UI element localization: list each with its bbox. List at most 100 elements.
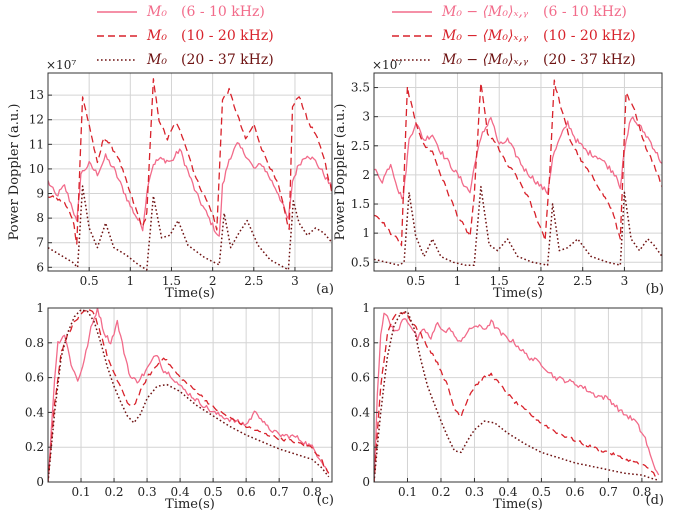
- series-20-37khz-line: [374, 185, 662, 266]
- legend-series-name: M₀: [147, 4, 167, 20]
- x-tick-label: 0.6: [237, 485, 256, 499]
- series-6-10khz-line: [374, 116, 662, 200]
- chart-panel-b: 0.5 1 1.5 2 2.5 3 0.5 1 1.5 2 2.5 3 3.5 Time(s) (b) Pow…: [333, 58, 664, 301]
- x-tick-label: 0.5: [80, 274, 99, 288]
- x-tick-label: 0.5: [204, 485, 223, 499]
- legend-swatch: [97, 35, 137, 37]
- legend-item: M₀ (10 - 20 kHz): [97, 24, 274, 48]
- panel-label: (a): [316, 282, 334, 297]
- series-10-20khz-line: [374, 311, 659, 482]
- y-exponent-label: ×10⁷: [372, 58, 402, 72]
- legend-swatch: [392, 59, 432, 61]
- x-tick-label: 1.5: [162, 274, 181, 288]
- legend-item: M₀ (6 - 10 kHz): [97, 0, 274, 24]
- legend-item: M₀ (20 - 37 kHz): [97, 48, 274, 72]
- chart-panel-c: 0.1 0.2 0.3 0.4 0.5 0.6 0.7 0.8 0 0.2 0.4 0.6 0.8 1 Ti…: [25, 301, 334, 512]
- series-10-20khz-line: [374, 79, 662, 247]
- y-tick-label: 0.5: [351, 255, 370, 269]
- y-tick-label: 11: [29, 137, 44, 151]
- x-tick-label: 0.5: [406, 274, 425, 288]
- plot-frame: [373, 72, 663, 272]
- legend-band-label: (6 - 10 kHz): [543, 4, 627, 20]
- legend-left: M₀ (6 - 10 kHz) M₀ (10 - 20 kHz) M₀ (20 - 37 …: [97, 0, 274, 72]
- series-20-37khz-line: [48, 308, 330, 482]
- x-axis-label: Time(s): [493, 497, 543, 512]
- plot-frame: [47, 307, 333, 483]
- legend-band-label: (20 - 37 kHz): [543, 52, 636, 68]
- legend-band-label: (10 - 20 kHz): [543, 28, 636, 44]
- y-tick-label: 8: [36, 211, 44, 225]
- y-tick-label: 2: [362, 168, 370, 182]
- y-tick-label: 13: [29, 88, 44, 102]
- y-tick-label: 1.5: [351, 197, 370, 211]
- x-tick-label: 0.7: [270, 485, 289, 499]
- y-axis-label: Power Doppler (a.u.): [333, 104, 348, 241]
- legend-item: M₀ − ⟨M₀⟩ₓ,ᵧ (10 - 20 kHz): [392, 24, 636, 48]
- panel-label: (b): [646, 282, 664, 297]
- legend-right: M₀ − ⟨M₀⟩ₓ,ᵧ (6 - 10 kHz) M₀ − ⟨M₀⟩ₓ,ᵧ (10 …: [392, 0, 636, 72]
- y-tick-label: 0: [36, 475, 44, 489]
- y-tick-label: 0.8: [351, 336, 370, 350]
- panel-label: (d): [646, 493, 664, 508]
- legend-band-label: (10 - 20 kHz): [181, 28, 274, 44]
- x-tick-label: 0.1: [398, 485, 417, 499]
- x-tick-label: 2: [537, 274, 545, 288]
- x-tick-label: 0.4: [171, 485, 190, 499]
- series-10-20khz-line: [48, 308, 330, 482]
- legend-swatch: [392, 35, 432, 37]
- x-axis-label: Time(s): [493, 286, 543, 301]
- series-6-10khz-line: [48, 142, 332, 237]
- legend-band-label: (6 - 10 kHz): [181, 4, 265, 20]
- y-tick-label: 0.6: [25, 371, 44, 385]
- series-6-10khz-line: [374, 312, 660, 482]
- y-tick-label: 1: [36, 301, 44, 315]
- y-exponent-label: ×10⁷: [46, 58, 76, 72]
- legend-series-name: M₀: [147, 52, 167, 68]
- y-tick-label: 0: [362, 475, 370, 489]
- x-tick-label: 0.2: [104, 485, 123, 499]
- y-axis-label: Power Doppler (a.u.): [7, 104, 22, 241]
- plot-frame: [373, 307, 663, 483]
- y-tick-label: 3.5: [351, 81, 370, 95]
- panel-label: (c): [317, 493, 334, 508]
- legend-series-name: M₀: [147, 28, 167, 44]
- y-tick-label: 0.6: [351, 371, 370, 385]
- x-tick-label: 0.7: [599, 485, 618, 499]
- series-10-20khz-line: [48, 78, 332, 245]
- chart-panel-d: 0.1 0.2 0.3 0.4 0.5 0.6 0.7 0.8 0 0.2 0.4 0.6 0.8 1 Ti…: [351, 301, 664, 512]
- legend-swatch: [97, 59, 137, 61]
- x-tick-label: 1: [126, 274, 134, 288]
- y-tick-label: 6: [36, 260, 44, 274]
- series-6-10khz-line: [48, 308, 330, 481]
- x-tick-label: 0.6: [565, 485, 584, 499]
- x-tick-label: 2: [209, 274, 217, 288]
- y-tick-label: 0.4: [25, 405, 44, 419]
- x-tick-label: 1.5: [490, 274, 509, 288]
- x-tick-label: 2.5: [244, 274, 263, 288]
- x-tick-label: 3: [621, 274, 629, 288]
- y-tick-label: 3: [362, 110, 370, 124]
- y-tick-label: 9: [36, 187, 44, 201]
- legend-band-label: (20 - 37 kHz): [181, 52, 274, 68]
- plot-frame: [47, 72, 333, 272]
- x-tick-label: 0.5: [532, 485, 551, 499]
- y-tick-label: 0.2: [351, 440, 370, 454]
- legend-series-name: M₀ − ⟨M₀⟩ₓ,ᵧ: [442, 4, 529, 20]
- x-tick-label: 0.3: [465, 485, 484, 499]
- x-tick-label: 0.3: [138, 485, 157, 499]
- y-tick-label: 1: [362, 226, 370, 240]
- y-tick-label: 0.8: [25, 336, 44, 350]
- x-tick-label: 0.1: [71, 485, 90, 499]
- x-axis-label: Time(s): [165, 286, 215, 301]
- legend-item: M₀ − ⟨M₀⟩ₓ,ᵧ (20 - 37 kHz): [392, 48, 636, 72]
- y-tick-label: 12: [29, 113, 44, 127]
- x-tick-label: 0.2: [431, 485, 450, 499]
- x-tick-label: 0.4: [498, 485, 517, 499]
- x-axis-label: Time(s): [165, 497, 215, 512]
- legend-swatch: [392, 11, 432, 13]
- y-tick-label: 2.5: [351, 139, 370, 153]
- y-tick-label: 0.4: [351, 405, 370, 419]
- y-tick-label: 7: [36, 236, 44, 250]
- x-tick-label: 3: [291, 274, 299, 288]
